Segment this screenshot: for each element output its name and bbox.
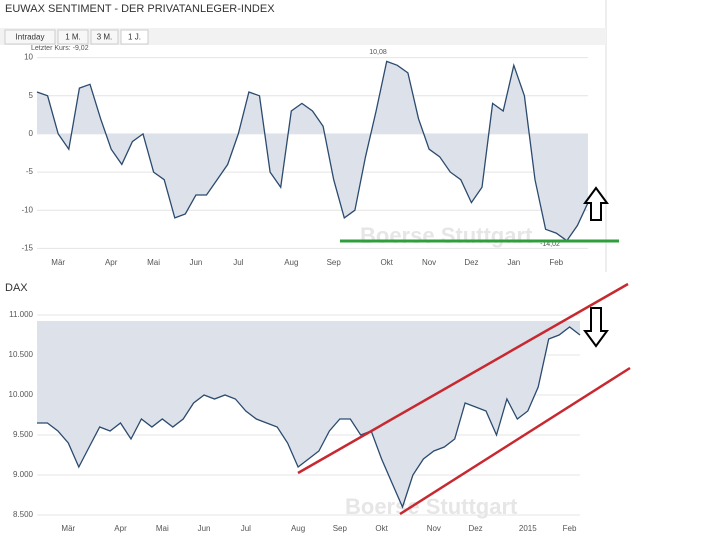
annotation: 10,08 [369, 49, 387, 56]
x-tick-label: Nov [422, 258, 436, 267]
x-tick-label: Jun [198, 524, 211, 533]
x-tick-label: Mai [156, 524, 169, 533]
down-arrow [583, 307, 609, 348]
annotation: -14,02 [540, 241, 560, 248]
overlay [297, 186, 631, 516]
y-tick-label: -15 [21, 243, 33, 252]
y-tick-label: -5 [26, 167, 34, 176]
trend-line-upper [297, 282, 629, 475]
tabs: Intraday 1 M. 3 M. 1 J. [4, 29, 149, 45]
tab[interactable] [120, 29, 149, 45]
x-tick-label: Nov [427, 524, 441, 533]
y-tick-label: 0 [29, 129, 34, 138]
line [37, 326, 581, 509]
charts: EUWAX SENTIMENT - DER PRIVATANLEGER-INDE… [5, 3, 589, 533]
tab[interactable] [57, 29, 89, 45]
chart: EUWAX SENTIMENT - DER PRIVATANLEGER-INDE… [5, 3, 589, 267]
x-tick-label: Okt [375, 524, 388, 533]
x-tick-label: Dez [468, 524, 482, 533]
x-tick-label: Feb [549, 258, 563, 267]
x-tick-label: Jun [189, 258, 202, 267]
y-tick-label: -10 [21, 205, 33, 214]
x-tick-label: Apr [105, 258, 118, 267]
y-tick-label: 9.500 [13, 430, 34, 439]
x-tick-label: Sep [327, 258, 342, 267]
x-tick-label: Mai [147, 258, 160, 267]
y-tick-label: 10.000 [9, 390, 34, 399]
x-tick-label: Mär [61, 524, 75, 533]
x-tick-label: Jan [507, 258, 520, 267]
y-tick-label: 8.500 [13, 510, 34, 519]
trend-line-lower [399, 366, 631, 516]
chart-title: EUWAX SENTIMENT - DER PRIVATANLEGER-INDE… [5, 3, 275, 15]
tab-label[interactable]: Intraday [16, 33, 45, 42]
area-fill [37, 61, 588, 241]
area-fill [37, 321, 580, 507]
tab-bar [0, 28, 606, 45]
x-tick-label: Aug [291, 524, 305, 533]
up-arrow [583, 186, 609, 221]
x-tick-label: Feb [563, 524, 577, 533]
x-tick-label: Jul [233, 258, 243, 267]
y-tick-label: 9.000 [13, 470, 34, 479]
y-tick-label: 5 [29, 91, 34, 100]
x-tick-label: Aug [284, 258, 298, 267]
watermark: Boerse Stuttgart [360, 223, 533, 248]
x-tick-label: Sep [333, 524, 348, 533]
tab[interactable] [90, 29, 119, 45]
tab-label[interactable]: 1 J. [128, 33, 141, 42]
annotation: Letzter Kurs: -9,02 [31, 45, 89, 52]
x-tick-label: Jul [241, 524, 251, 533]
tab-label[interactable]: 1 M. [65, 33, 81, 42]
chart-title: DAX [5, 282, 28, 294]
x-tick-label: Okt [380, 258, 393, 267]
tab-label[interactable]: 3 M. [97, 33, 113, 42]
x-tick-label: Mär [51, 258, 65, 267]
line [36, 60, 589, 242]
x-tick-label: 2015 [519, 524, 537, 533]
y-tick-label: 10 [24, 53, 33, 62]
x-tick-label: Dez [464, 258, 478, 267]
tab[interactable] [4, 29, 56, 45]
y-tick-label: 10.500 [9, 350, 34, 359]
x-tick-label: Apr [114, 524, 127, 533]
y-tick-label: 11.000 [9, 310, 33, 319]
